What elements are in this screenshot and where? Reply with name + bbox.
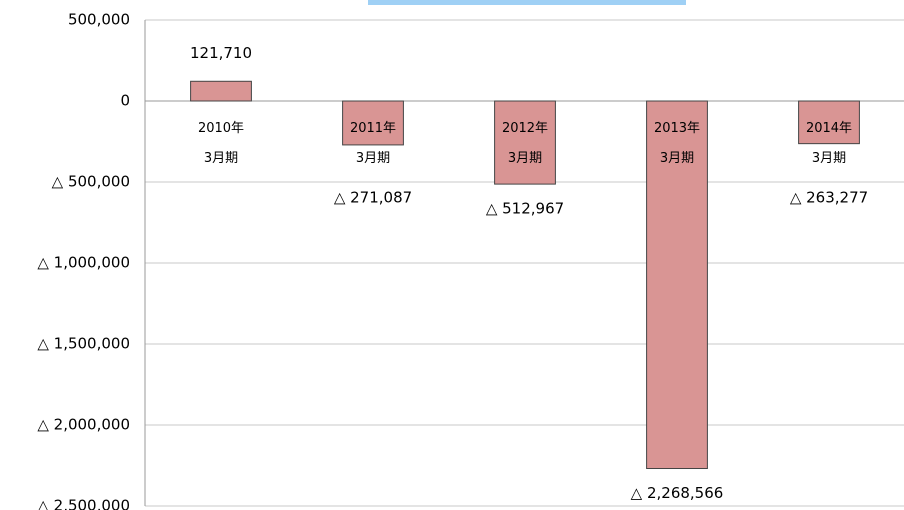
- x-tick-label: 2014年 3月期: [806, 121, 852, 166]
- x-tick-label: 2010年 3月期: [198, 121, 244, 166]
- bar: [190, 80, 252, 102]
- y-tick-label: 500,000: [68, 11, 130, 29]
- y-tick-label: △ 1,500,000: [37, 335, 130, 353]
- data-label: 121,710: [190, 44, 252, 62]
- y-tick-label: △ 1,000,000: [37, 254, 130, 272]
- x-tick-line: 2010年: [198, 121, 244, 136]
- bar: [646, 100, 708, 470]
- data-label: △ 271,087: [334, 189, 412, 207]
- x-tick-line: 3月期: [660, 151, 694, 166]
- x-tick-line: 3月期: [356, 151, 390, 166]
- bar: [798, 100, 860, 145]
- x-tick-label: 2012年 3月期: [502, 121, 548, 166]
- x-tick-label: 2011年 3月期: [350, 121, 396, 166]
- bar: [494, 100, 556, 185]
- y-tick-label: △ 2,000,000: [37, 416, 130, 434]
- x-tick-line: 2011年: [350, 121, 396, 136]
- bar: [342, 100, 404, 146]
- x-tick-line: 3月期: [204, 151, 238, 166]
- x-tick-line: 2014年: [806, 121, 852, 136]
- title-box: [368, 0, 686, 5]
- data-label: △ 263,277: [790, 189, 868, 207]
- data-label: △ 512,967: [486, 200, 564, 218]
- y-tick-label: △ 2,500,000: [37, 497, 130, 510]
- x-tick-line: 3月期: [508, 151, 542, 166]
- data-label: △ 2,268,566: [631, 484, 724, 502]
- x-tick-line: 3月期: [812, 151, 846, 166]
- x-tick-line: 2012年: [502, 121, 548, 136]
- y-tick-label: 0: [120, 92, 130, 110]
- x-tick-label: 2013年 3月期: [654, 121, 700, 166]
- x-tick-line: 2013年: [654, 121, 700, 136]
- y-tick-label: △ 500,000: [52, 173, 130, 191]
